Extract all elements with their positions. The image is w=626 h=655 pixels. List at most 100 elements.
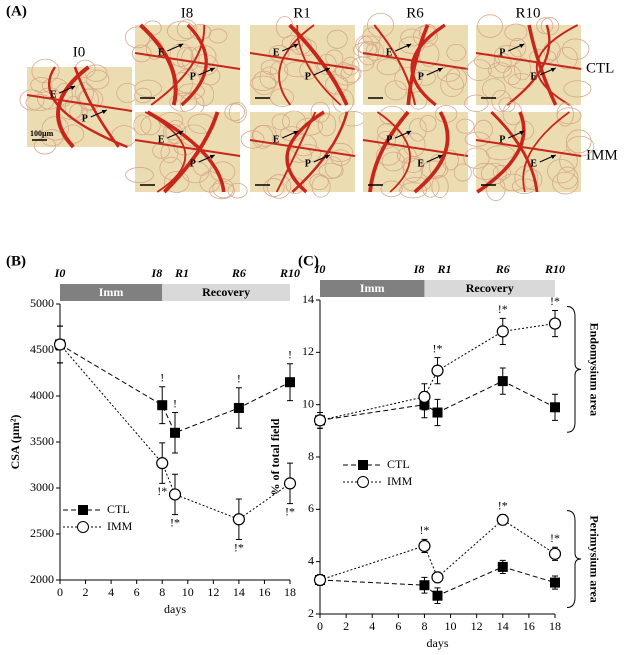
significance-mark: !*: [234, 540, 244, 554]
fiber-outline: [552, 171, 579, 195]
fiber-outline: [556, 46, 578, 70]
arrow-head: [406, 131, 412, 135]
structure-label: E: [530, 71, 537, 82]
marker: [496, 513, 509, 526]
perimysium-septum: [146, 110, 226, 193]
marker: [497, 376, 508, 387]
perimysium-septum: [490, 110, 539, 193]
structure-label: P: [418, 71, 424, 82]
fiber-outline: [456, 118, 475, 134]
column-title: I8: [181, 5, 194, 21]
fiber-outline: [266, 174, 292, 199]
micrograph-bg: [476, 25, 581, 105]
marker: [550, 577, 560, 588]
timepoint-label: R6: [231, 266, 246, 280]
timepoint-label: I0: [54, 266, 66, 280]
chart-title: (C): [298, 253, 319, 269]
marker: [232, 513, 245, 526]
perimysium-septum: [522, 111, 570, 193]
arrow-head: [209, 155, 215, 159]
fiber-outline: [249, 75, 277, 91]
arrow-head: [437, 68, 443, 72]
perimysium-septum: [476, 111, 526, 194]
perimysium-septum: [376, 111, 411, 193]
phase-bar: [424, 280, 555, 297]
fiber-outline: [171, 72, 193, 97]
fiber-outline: [547, 158, 575, 184]
fiber-outline: [271, 113, 290, 131]
y-tick-label: 12: [302, 344, 314, 358]
legend-marker: [78, 505, 88, 515]
perimysium-septum: [180, 23, 208, 107]
structure-label: P: [190, 158, 196, 169]
perimysium-septum: [410, 23, 446, 107]
marker: [170, 427, 180, 438]
micrograph: EP: [240, 101, 366, 199]
significance-mark: !*: [550, 531, 560, 545]
structure-label: E: [273, 47, 280, 58]
y-tick-label: 3500: [30, 434, 54, 448]
series-line: [59, 344, 291, 520]
fiber-outline: [340, 64, 362, 83]
fiber-outline: [481, 162, 507, 185]
fiber-outline: [446, 43, 467, 62]
structure-label: P: [386, 134, 392, 145]
fiber-outline: [561, 38, 590, 61]
x-axis-label: days: [164, 602, 186, 616]
phase-bar: [320, 280, 425, 297]
y-tick-label: 10: [302, 396, 314, 410]
marker: [53, 338, 67, 351]
fiber-outline: [384, 80, 407, 101]
x-tick-label: 8: [421, 619, 427, 633]
marker: [496, 325, 509, 338]
perimysium-septum: [368, 110, 410, 193]
fiber-outline: [464, 131, 490, 147]
perimysium-septum: [26, 94, 133, 112]
significance-mark: !*: [498, 302, 508, 316]
fiber-outline: [477, 14, 503, 38]
timepoint-label: R10: [544, 262, 565, 276]
fiber-outline: [228, 101, 247, 123]
marker: [431, 364, 444, 377]
legend-label: IMM: [107, 519, 133, 533]
column-title: I0: [73, 44, 86, 60]
x-tick-label: 10: [445, 619, 457, 633]
fiber-outline: [252, 124, 277, 147]
x-tick-label: 6: [395, 619, 401, 633]
fiber-outline: [566, 129, 592, 154]
significance-mark: !: [237, 371, 241, 385]
fiber-outline: [399, 182, 428, 199]
panel-label: (A): [6, 3, 27, 19]
row-title: IMM: [586, 147, 618, 163]
fiber-outline: [212, 178, 235, 199]
micrograph: EP: [124, 19, 241, 116]
marker: [313, 414, 327, 427]
fiber-outline: [177, 83, 205, 100]
fiber-outline: [85, 69, 110, 90]
fiber-outline: [333, 63, 360, 86]
legend-marker: [358, 460, 368, 470]
x-tick-label: 14: [497, 619, 509, 633]
arrow-head: [550, 155, 556, 159]
marker: [157, 400, 168, 411]
fiber-outline: [55, 82, 73, 108]
fiber-outline: [77, 88, 104, 110]
marker: [432, 407, 443, 418]
perimysium-septum: [406, 24, 430, 106]
structure-label: P: [82, 113, 88, 124]
fiber-outline: [134, 79, 162, 98]
timepoint-label: R1: [174, 266, 189, 280]
phase-bar: [60, 284, 163, 301]
timepoint-label: R1: [437, 262, 452, 276]
fiber-outline: [325, 74, 349, 95]
x-tick-label: 0: [317, 619, 323, 633]
fiber-outline: [163, 171, 190, 193]
fiber-outline: [125, 167, 154, 183]
fiber-outline: [176, 19, 197, 40]
perimysium-septum: [139, 23, 178, 106]
significance-mark: !*: [170, 515, 180, 529]
marker: [418, 539, 431, 553]
fiber-outline: [227, 183, 248, 199]
timepoint-label: I8: [413, 262, 425, 276]
